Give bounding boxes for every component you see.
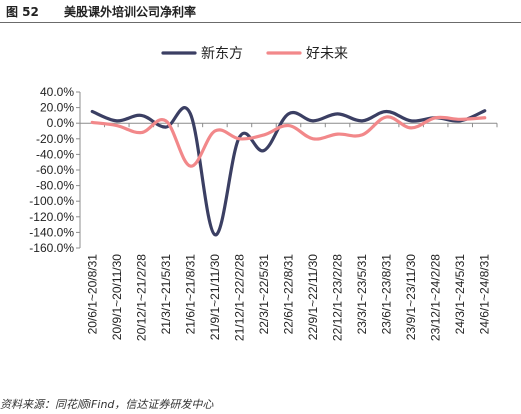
y-tick-label: 20.0% [40,101,74,115]
x-tick-label: 22/9/1~22/11/30 [306,254,320,341]
x-tick-label: 23/9/1~23/11/30 [404,254,418,341]
x-tick-label: 23/3/1~23/5/31 [355,254,369,335]
x-tick-label: 20/6/1~20/8/31 [85,254,99,335]
y-tick-label: -120.0% [29,210,74,224]
x-tick-label: 22/6/1~22/8/31 [282,254,296,335]
figure-title: 美股课外培训公司净利率 [64,5,197,19]
x-tick-label: 21/9/1~21/11/30 [208,254,222,341]
y-tick-label: -40.0% [36,147,74,161]
x-tick-label: 23/12/1~24/2/28 [429,254,443,341]
y-tick-label: -100.0% [29,194,74,208]
y-tick-label: 40.0% [40,85,74,99]
series-line-2 [90,115,487,168]
x-tick-label: 24/6/1~24/8/31 [478,254,492,335]
figure-header: 图 52 美股课外培训公司净利率 [0,0,521,23]
x-tick-label: 21/3/1~21/5/31 [159,254,173,335]
x-tick-label: 24/3/1~24/5/31 [453,254,467,335]
series-line-1 [90,106,487,237]
x-tick-label: 20/9/1~20/11/30 [110,254,124,341]
y-tick-label: -140.0% [29,225,74,239]
x-tick-label: 20/12/1~21/2/28 [134,254,148,341]
legend-label-1: 新东方 [201,45,243,61]
y-tick-label: -160.0% [29,241,74,255]
x-tick-label: 21/6/1~21/8/31 [183,254,197,335]
x-tick-label: 22/3/1~22/5/31 [257,254,271,335]
x-tick-label: 22/12/1~23/2/28 [331,254,345,341]
legend-label-2: 好未来 [306,45,348,61]
y-tick-label: -80.0% [36,179,74,193]
y-tick-label: 0.0% [47,116,75,130]
y-tick-label: -20.0% [36,132,74,146]
figure-number: 图 52 [6,5,39,19]
source-note: 资料来源：同花顺iFind，信达证券研发中心 [0,398,214,411]
y-tick-label: -60.0% [36,163,74,177]
x-tick-label: 21/12/1~22/2/28 [232,254,246,341]
x-tick-label: 23/6/1~23/8/31 [380,254,394,335]
